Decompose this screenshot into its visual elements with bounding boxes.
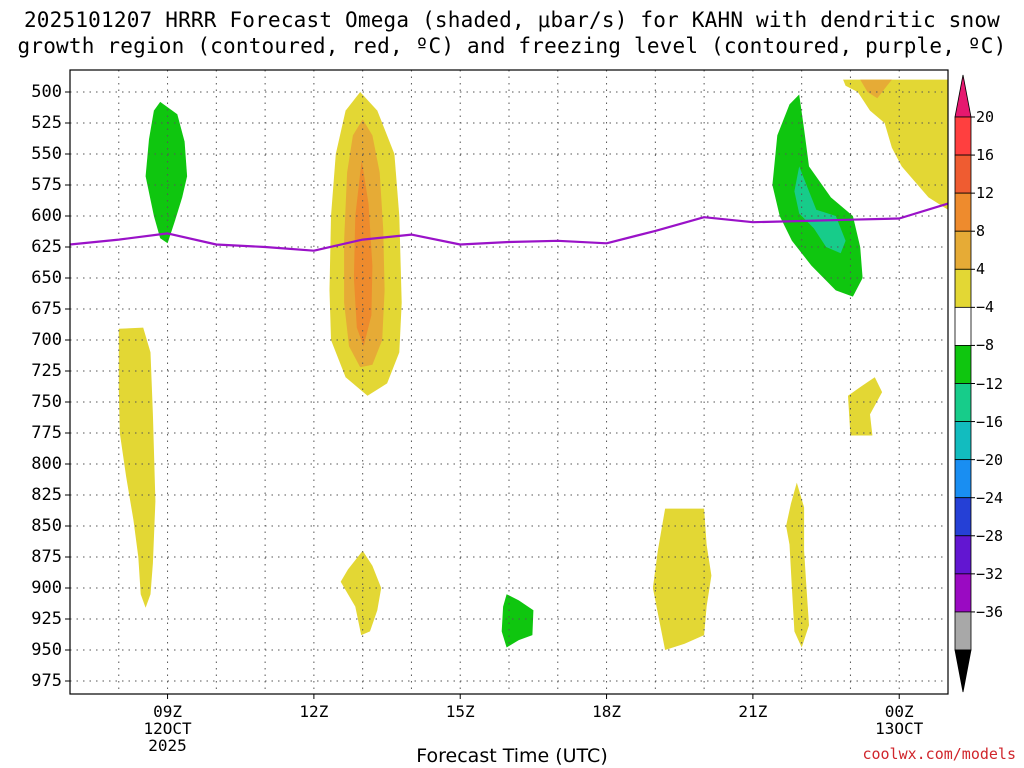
colorbar-tick-label: 8 (976, 222, 986, 241)
y-tick-label: 700 (31, 330, 62, 350)
colorbar-segment-11 (954, 497, 972, 537)
colorbar-segment-3 (954, 192, 972, 232)
x-tick-label: 18Z (592, 702, 621, 721)
y-tick-label: 875 (31, 547, 62, 567)
x-tick-label: 12OCT (143, 719, 192, 738)
y-tick-label: 825 (31, 485, 62, 505)
y-tick-label: 750 (31, 392, 62, 412)
y-tick-label: 525 (31, 113, 62, 133)
y-tick-label: 950 (31, 640, 62, 660)
colorbar-segment-1 (954, 116, 972, 156)
colorbar-tick-label: −8 (976, 336, 995, 355)
omega-region-11 (794, 166, 846, 254)
y-tick-label: 600 (31, 206, 62, 226)
colorbar-tick-label: 16 (976, 146, 995, 165)
omega-region-14 (860, 79, 892, 99)
omega-region-6 (340, 550, 382, 636)
grid-lines (69, 70, 949, 694)
colorbar-segment-10 (954, 459, 972, 499)
omega-region-12 (848, 377, 883, 436)
omega-region-8 (652, 508, 712, 650)
x-tick-label: 12Z (299, 702, 329, 721)
colorbar-bottom-arrow (954, 649, 972, 693)
colorbar-segment-7 (954, 345, 972, 384)
colorbar-tick-label: −4 (976, 298, 995, 317)
colorbar-segment-13 (954, 573, 972, 613)
colorbar-top-arrow (954, 74, 972, 118)
credit-text: coolwx.com/models (862, 745, 1016, 763)
colorbar-tick-label: 20 (976, 108, 995, 126)
y-tick-label: 850 (31, 516, 62, 536)
colorbar-tick-label: 12 (976, 184, 995, 203)
omega-region-9 (786, 482, 809, 648)
x-tick-label: 2025 (148, 736, 187, 755)
colorbar-segment-12 (954, 535, 972, 575)
colorbar-segment-4 (954, 230, 972, 270)
colorbar-segment-8 (954, 383, 972, 422)
y-tick-label: 650 (31, 268, 62, 288)
y-tick-label: 725 (31, 361, 62, 381)
colorbar-tick-label: −16 (976, 412, 1004, 431)
omega-region-2 (118, 327, 156, 608)
omega-region-1 (145, 101, 188, 244)
y-tick-label: 900 (31, 578, 62, 598)
y-tick-label: 575 (31, 175, 62, 195)
freezing-level-line (70, 202, 948, 252)
y-tick-label: 925 (31, 609, 62, 629)
y-tick-label: 975 (31, 671, 62, 691)
colorbar (954, 74, 975, 693)
colorbar-segment-14 (954, 611, 972, 651)
x-axis-label: Forecast Time (UTC) (416, 745, 608, 767)
plot-frame (69, 69, 949, 695)
colorbar-segment-9 (954, 421, 972, 461)
colorbar-tick-label: −24 (976, 488, 1004, 507)
omega-region-13 (843, 79, 948, 210)
chart-title-line-1: 2025101207 HRRR Forecast Omega (shaded, … (23, 8, 1001, 32)
colorbar-segment-5 (954, 268, 972, 308)
colorbar-tick-label: 4 (976, 260, 986, 279)
x-tick-label: 15Z (445, 702, 475, 721)
x-tick-label: 13OCT (875, 719, 924, 738)
axis-ticks (65, 91, 900, 699)
colorbar-tick-label: −36 (976, 602, 1004, 621)
colorbar-segment-6 (954, 306, 972, 346)
colorbar-tick-label: −28 (976, 526, 1004, 545)
y-tick-label: 550 (31, 144, 62, 164)
x-tick-label: 21Z (738, 702, 768, 721)
omega-region-10 (772, 94, 863, 297)
chart-title-line-2: growth region (contoured, red, ºC) and f… (17, 34, 1007, 58)
y-tick-label: 675 (31, 299, 62, 319)
colorbar-tick-label: −20 (976, 450, 1004, 469)
y-tick-label: 800 (31, 454, 62, 474)
freezing-level-layer (70, 202, 948, 252)
x-tick-label: 00Z (884, 702, 914, 721)
y-tick-label: 500 (31, 82, 62, 102)
y-tick-label: 775 (31, 423, 62, 443)
colorbar-tick-label: −32 (976, 564, 1004, 583)
y-tick-label: 625 (31, 237, 62, 257)
colorbar-tick-label: −12 (976, 374, 1004, 393)
omega-region-7 (501, 594, 534, 648)
omega-shaded-regions (118, 79, 948, 650)
x-tick-label: 09Z (153, 702, 182, 721)
colorbar-segment-2 (954, 154, 972, 194)
